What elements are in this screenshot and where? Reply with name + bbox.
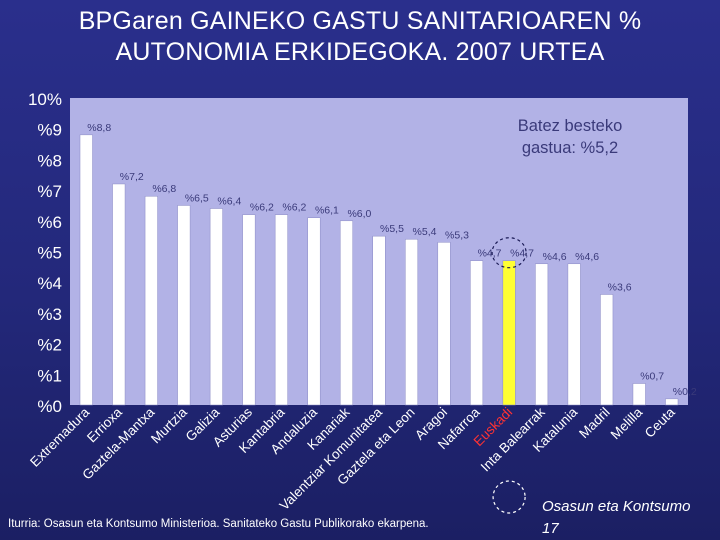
y-tick-label: %8 <box>37 151 62 170</box>
y-tick-label: %0 <box>37 397 62 416</box>
data-label: %6,2 <box>282 202 306 214</box>
data-label: %5,4 <box>413 226 437 238</box>
title-line-2: AUTONOMIA ERKIDEGOKA. 2007 URTEA <box>115 38 605 66</box>
y-tick-label: %7 <box>37 182 62 201</box>
highlight-circle-label <box>492 480 526 514</box>
bar <box>307 217 321 406</box>
data-label: %6,8 <box>152 183 176 195</box>
bar <box>372 235 386 406</box>
bar <box>535 263 549 406</box>
category-label: Melilla <box>608 404 646 442</box>
bar <box>567 263 581 406</box>
page-number: 17 <box>542 520 559 537</box>
y-tick-label: 10% <box>28 90 62 109</box>
data-label: %5,3 <box>445 229 469 241</box>
credit-text: Osasun eta Kontsumo <box>542 498 691 515</box>
data-label: %0,2 <box>673 386 697 398</box>
y-tick-label: %2 <box>37 336 62 355</box>
bar <box>177 205 191 406</box>
bar <box>112 183 126 406</box>
y-tick-label: %5 <box>37 244 62 263</box>
y-tick-label: %3 <box>37 305 62 324</box>
data-label: %5,5 <box>380 223 404 235</box>
y-tick-label: %6 <box>37 213 62 232</box>
bar <box>502 260 516 406</box>
slide-title: BPGaren GAINEKO GASTU SANITARIOAREN % AU… <box>0 6 720 68</box>
data-label: %7,2 <box>120 171 144 183</box>
bar <box>209 208 223 406</box>
bar <box>144 195 158 406</box>
source-note: Iturria: Osasun eta Kontsumo Ministerioa… <box>8 518 429 530</box>
data-label: %3,6 <box>608 281 632 293</box>
category-label: Murtzia <box>148 404 190 446</box>
data-label: %0,7 <box>640 371 664 383</box>
bar <box>437 242 451 406</box>
data-label: %6,1 <box>315 205 339 217</box>
bar <box>600 294 614 406</box>
average-annotation-line-1: Batez besteko <box>518 117 623 135</box>
y-tick-label: %9 <box>37 121 62 140</box>
data-label: %6,4 <box>217 196 241 208</box>
average-annotation-line-2: gastua: %5,2 <box>522 139 618 157</box>
bar <box>79 134 93 406</box>
bar <box>339 220 353 406</box>
data-label: %6,0 <box>347 208 371 220</box>
data-label: %4,7 <box>510 248 534 260</box>
title-line-1: BPGaren GAINEKO GASTU SANITARIOAREN % <box>78 7 642 35</box>
data-label: %4,6 <box>575 251 599 263</box>
data-label: %4,7 <box>478 248 502 260</box>
data-label: %6,2 <box>250 202 274 214</box>
category-label: Madril <box>576 405 613 442</box>
y-tick-label: %4 <box>37 274 62 293</box>
highlight-circle <box>491 237 527 269</box>
y-tick-label: %1 <box>37 366 62 385</box>
data-label: %4,6 <box>543 251 567 263</box>
bar <box>242 214 256 406</box>
data-label: %6,5 <box>185 192 209 204</box>
category-label: Ceuta <box>642 404 678 440</box>
bar <box>632 383 646 406</box>
bar <box>470 260 484 406</box>
bar <box>665 398 679 406</box>
bar <box>274 214 288 406</box>
data-label: %8,8 <box>87 122 111 134</box>
credit-block: Osasun eta Kontsumo 17 <box>542 496 690 540</box>
bar <box>405 238 419 406</box>
